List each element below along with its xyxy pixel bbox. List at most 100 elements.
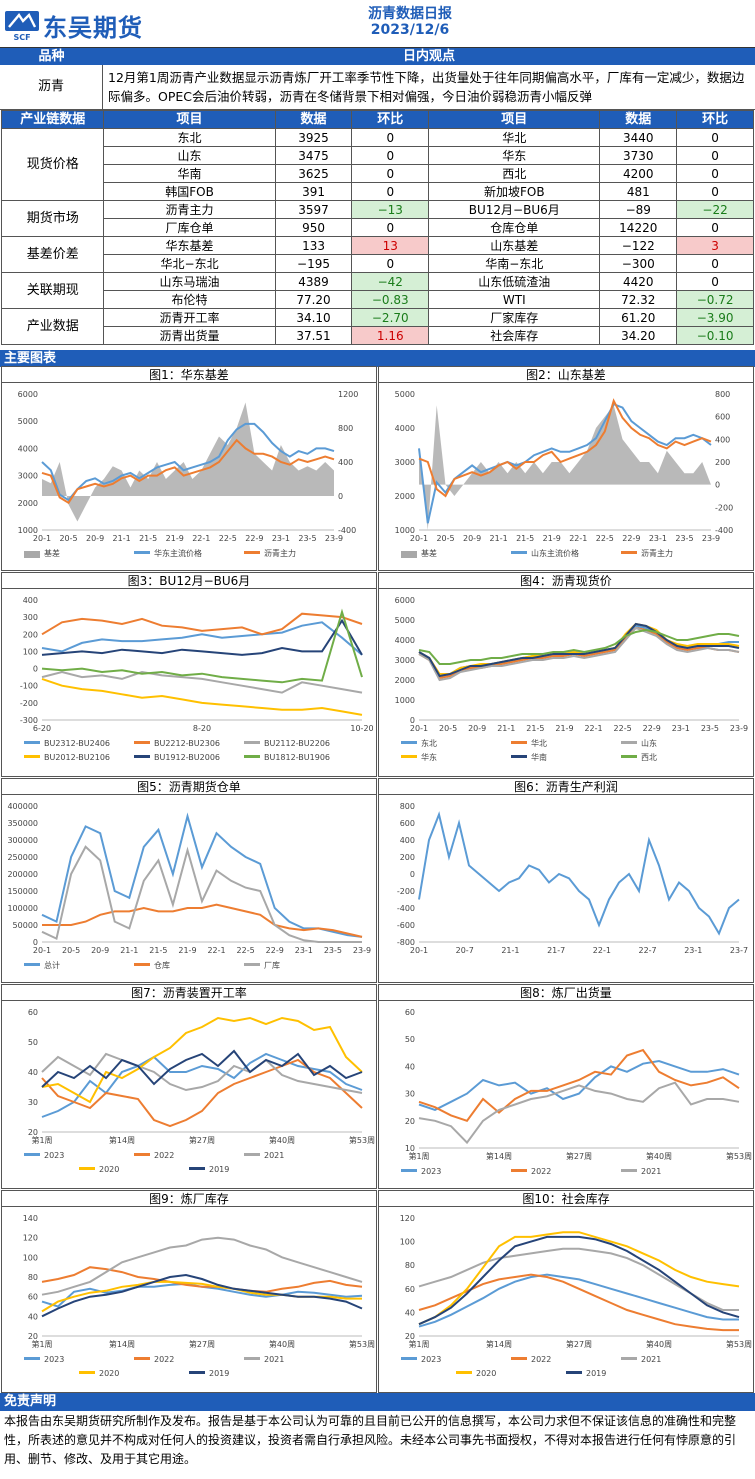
y-tick-label: 5000 (18, 417, 38, 426)
y2-tick-label: -200 (715, 503, 733, 512)
disclaimer-bar: 免责声明 (0, 1393, 755, 1411)
x-tick-label: 23-5 (298, 534, 316, 543)
item-change: 3 (676, 236, 754, 255)
item-value: 77.20 (274, 290, 353, 309)
y2-tick-label: -400 (715, 526, 733, 535)
item-value: 4420 (599, 272, 678, 291)
series-line-2 (418, 1273, 739, 1332)
legend-label: BU1812-BU1906 (264, 753, 330, 762)
y-tick-label: 80 (28, 1273, 38, 1282)
y-tick-label: 30 (405, 1090, 415, 1099)
legend-swatch (401, 741, 417, 744)
item-value: 3730 (599, 146, 678, 165)
y-tick-label: 5000 (395, 390, 415, 399)
item-label: 厂家库存 (428, 308, 601, 327)
y-tick-label: 60 (28, 1008, 38, 1017)
y-tick-label: -200 (20, 699, 38, 708)
x-tick-label: 23-1 (272, 534, 290, 543)
y-tick-label: 20 (28, 1332, 38, 1341)
y-tick-label: 50000 (13, 921, 38, 930)
y2-tick-label: 600 (715, 413, 730, 422)
y-tick-label: 50 (405, 1035, 415, 1044)
series-line-5 (418, 622, 740, 678)
x-tick-label: 20-1 (33, 946, 51, 955)
item-change: 0 (676, 218, 754, 237)
legend-label: 2020 (99, 1369, 119, 1378)
legend-swatch (244, 963, 260, 966)
table-row: 布伦特 77.20 −0.83 WTI 72.32 −0.72 (2, 290, 754, 309)
item-change: 0 (351, 128, 430, 147)
y-tick-label: 100 (23, 1253, 38, 1262)
item-value: 950 (274, 218, 353, 237)
y-tick-label: -600 (397, 921, 415, 930)
y-tick-label: 60 (28, 1293, 38, 1302)
item-change: 0 (351, 146, 430, 165)
y-tick-label: 60 (405, 1008, 415, 1017)
y-tick-label: 40 (28, 1068, 38, 1077)
x-tick-label: 第1周 (31, 1135, 52, 1145)
table-header: 数据 (599, 110, 678, 129)
legend-swatch (189, 1167, 205, 1170)
x-tick-label: 第27周 (566, 1339, 592, 1349)
legend-label: 2021 (264, 1355, 284, 1364)
legend-swatch (566, 1371, 582, 1374)
legend-label: 2023 (421, 1167, 441, 1176)
item-label: 山东 (103, 146, 276, 165)
series-line-5 (41, 618, 363, 656)
chart-title: 图9：炼厂库存 (2, 1191, 376, 1207)
y2-tick-label: 200 (715, 458, 730, 467)
legend-swatch (401, 1169, 417, 1172)
item-label: 山东马瑞油 (103, 272, 276, 291)
item-value: 4389 (274, 272, 353, 291)
group-label: 关联期现 (0, 272, 105, 309)
legend-swatch (134, 1153, 150, 1156)
y-tick-label: 140 (23, 1214, 38, 1223)
series-area-1 (42, 402, 334, 522)
legend-swatch (456, 1371, 472, 1374)
y-tick-label: 100000 (7, 904, 38, 913)
legend-label: 华南 (531, 752, 547, 762)
x-tick-label: 21-5 (516, 534, 534, 543)
x-tick-label: 23-1 (684, 946, 702, 955)
legend-label: 2023 (44, 1355, 64, 1364)
chart-title: 图7：沥青装置开工率 (2, 985, 376, 1001)
chart-svg: -800 -600 -400 -200 0 200 400 600 800 20-1 20-7 21-… (397, 802, 748, 955)
x-tick-label: 22-5 (614, 724, 632, 733)
chart-title: 图3：BU12月−BU6月 (2, 573, 376, 589)
legend-swatch (24, 1357, 40, 1360)
table-row: 现货价格 东北 3925 0 华北 3440 0 (0, 128, 754, 201)
y2-tick-label: 400 (715, 435, 730, 444)
item-value: 37.51 (274, 326, 353, 345)
table-row: 关联期现 山东马瑞油 4389 −42 山东低硫渣油 4420 0 (0, 272, 754, 309)
y2-tick-label: 800 (338, 424, 353, 433)
legend-swatch (621, 755, 637, 758)
y-tick-label: 0 (410, 716, 415, 725)
x-tick-label: 21-1 (113, 534, 131, 543)
item-label: 厂库仓单 (103, 218, 276, 237)
chart-svg: 0 1000 2000 3000 4000 5000 6000 20-1 20-5 20-9 21-… (395, 596, 748, 762)
x-tick-label: 10-20 (350, 724, 373, 733)
series-line-2 (42, 903, 363, 938)
legend-swatch (401, 551, 417, 558)
legend-swatch (244, 551, 260, 554)
y-tick-label: 400000 (7, 802, 38, 811)
chart-9: 图9：炼厂库存 20 40 60 80 100 120 140 第1周 第14周 第27周 第40周 第… (1, 1190, 377, 1393)
y-tick-label: 40 (405, 1062, 415, 1071)
y2-tick-label: 400 (338, 458, 353, 467)
legend-label: 2019 (586, 1369, 606, 1378)
legend-label: 华北 (531, 738, 547, 748)
chart-svg: -300 -200 -100 0 100 200 300 400 6-20 8-20 10-20 BU… (20, 596, 374, 762)
x-tick-label: 22-5 (237, 946, 255, 955)
legend-swatch (24, 755, 40, 758)
x-tick-label: 23-1 (649, 534, 667, 543)
y-tick-label: 20 (405, 1332, 415, 1341)
legend-label: 西北 (641, 753, 657, 762)
legend-swatch (621, 741, 637, 744)
chart-8: 图8：炼厂出货量 10 20 30 40 50 60 第1周 第14周 第27周 第40周 第53周 2… (378, 984, 754, 1189)
logo-sub-text: SCF (13, 33, 30, 41)
x-tick-label: 23-9 (702, 534, 720, 543)
legend-label: 总计 (44, 960, 60, 970)
item-value: 3440 (599, 128, 678, 147)
item-label: 华北−东北 (103, 254, 276, 273)
chart-title: 图6：沥青生产利润 (379, 779, 753, 795)
